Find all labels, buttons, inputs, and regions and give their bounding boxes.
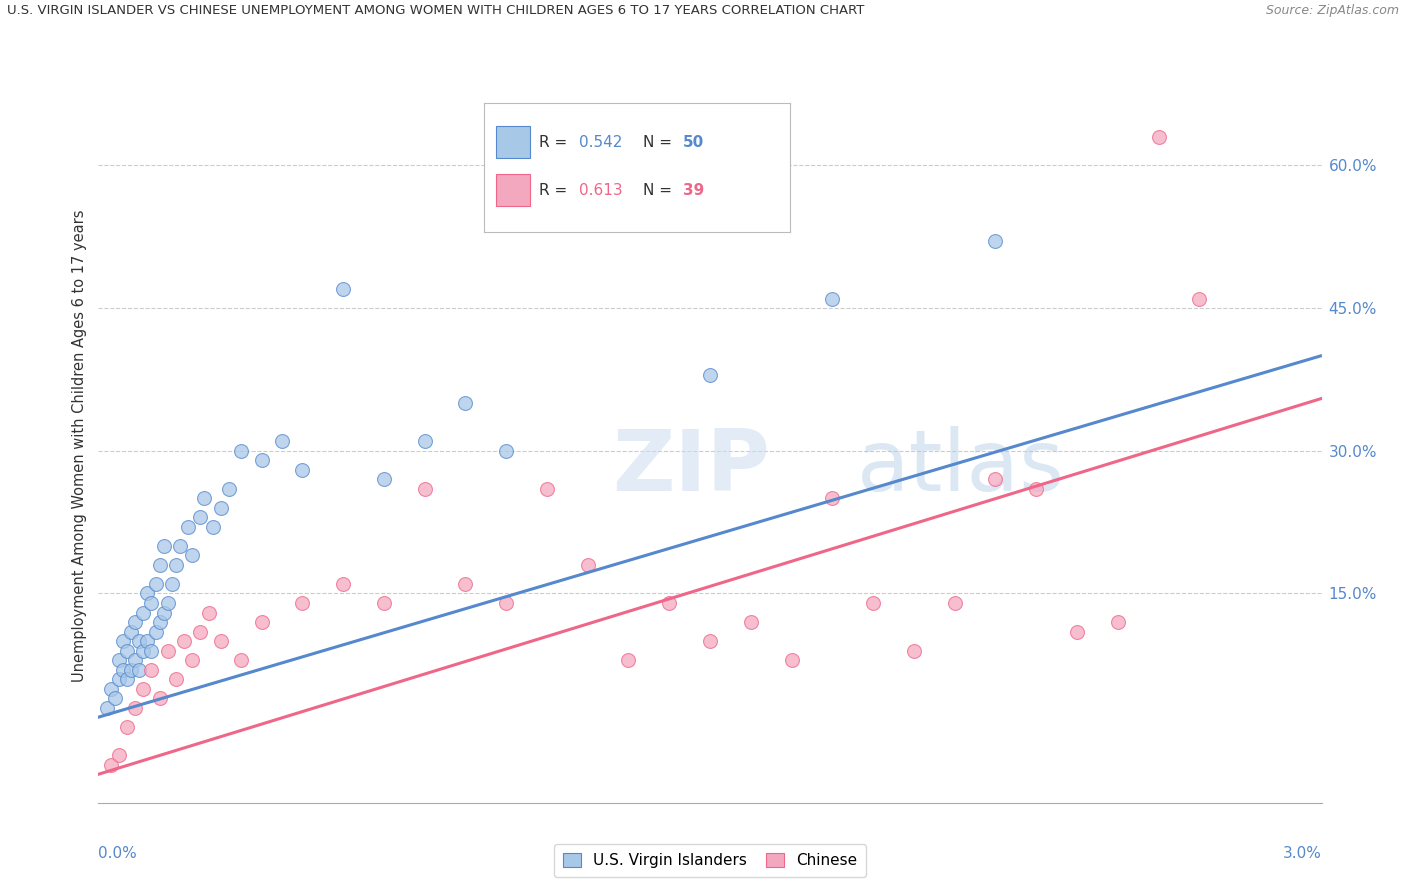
Point: [1025, 482, 1047, 496]
Point: [193, 491, 215, 506]
Text: 3.0%: 3.0%: [1282, 846, 1322, 861]
Point: [984, 235, 1007, 249]
Point: [495, 443, 517, 458]
Text: 0.0%: 0.0%: [98, 846, 138, 861]
Point: [181, 653, 204, 667]
Point: [145, 624, 167, 639]
Point: [332, 577, 354, 591]
Point: [495, 596, 517, 610]
Point: [699, 368, 721, 382]
Point: [111, 634, 134, 648]
Point: [169, 539, 191, 553]
Point: [250, 453, 273, 467]
Point: [231, 443, 253, 458]
Point: [218, 482, 240, 496]
Point: [124, 700, 146, 714]
Point: [291, 463, 314, 477]
Point: [291, 596, 314, 610]
Point: [536, 482, 558, 496]
Point: [699, 634, 721, 648]
Point: [156, 596, 179, 610]
Point: [181, 549, 204, 563]
Text: atlas: atlas: [856, 425, 1064, 509]
Point: [108, 748, 131, 763]
Text: Source: ZipAtlas.com: Source: ZipAtlas.com: [1265, 4, 1399, 18]
Point: [149, 615, 172, 629]
Point: [332, 282, 354, 296]
Point: [231, 653, 253, 667]
Text: ZIP: ZIP: [612, 425, 770, 509]
Point: [209, 500, 232, 515]
Point: [984, 472, 1007, 486]
Legend: U.S. Virgin Islanders, Chinese: U.S. Virgin Islanders, Chinese: [554, 844, 866, 877]
Point: [413, 482, 436, 496]
Point: [250, 615, 273, 629]
Point: [413, 434, 436, 449]
Point: [201, 520, 224, 534]
Y-axis label: Unemployment Among Women with Children Ages 6 to 17 years: Unemployment Among Women with Children A…: [72, 210, 87, 682]
Point: [152, 539, 174, 553]
Point: [1107, 615, 1129, 629]
Point: [373, 596, 395, 610]
Point: [128, 634, 150, 648]
Point: [576, 558, 599, 572]
Point: [141, 663, 163, 677]
Point: [454, 396, 477, 410]
Point: [740, 615, 762, 629]
Point: [188, 510, 212, 524]
Point: [149, 691, 172, 706]
Point: [1147, 129, 1170, 144]
Point: [100, 681, 122, 696]
Point: [780, 653, 803, 667]
Point: [862, 596, 884, 610]
Point: [209, 634, 232, 648]
Point: [104, 691, 127, 706]
Point: [173, 634, 195, 648]
Point: [197, 606, 219, 620]
Point: [136, 634, 159, 648]
Point: [115, 720, 138, 734]
Point: [160, 577, 183, 591]
Point: [658, 596, 681, 610]
Point: [132, 681, 155, 696]
Point: [111, 663, 134, 677]
Point: [156, 643, 179, 657]
Point: [821, 491, 844, 506]
Point: [108, 672, 131, 686]
Point: [149, 558, 172, 572]
Point: [188, 624, 212, 639]
Point: [96, 700, 118, 714]
Point: [152, 606, 174, 620]
Point: [108, 653, 131, 667]
Point: [115, 672, 138, 686]
Point: [177, 520, 200, 534]
Point: [124, 615, 146, 629]
Point: [821, 292, 844, 306]
Point: [270, 434, 292, 449]
Point: [903, 643, 925, 657]
Point: [145, 577, 167, 591]
Point: [132, 643, 155, 657]
Point: [141, 643, 163, 657]
Point: [165, 558, 187, 572]
Point: [120, 663, 142, 677]
Point: [454, 577, 477, 591]
Point: [943, 596, 966, 610]
Point: [100, 757, 122, 772]
Point: [128, 663, 150, 677]
Point: [115, 643, 138, 657]
Point: [132, 606, 155, 620]
Point: [373, 472, 395, 486]
Point: [136, 586, 159, 600]
Point: [1066, 624, 1088, 639]
Text: U.S. VIRGIN ISLANDER VS CHINESE UNEMPLOYMENT AMONG WOMEN WITH CHILDREN AGES 6 TO: U.S. VIRGIN ISLANDER VS CHINESE UNEMPLOY…: [7, 4, 865, 18]
Point: [617, 653, 640, 667]
Point: [141, 596, 163, 610]
Point: [120, 624, 142, 639]
Point: [124, 653, 146, 667]
Point: [165, 672, 187, 686]
Point: [1188, 292, 1211, 306]
